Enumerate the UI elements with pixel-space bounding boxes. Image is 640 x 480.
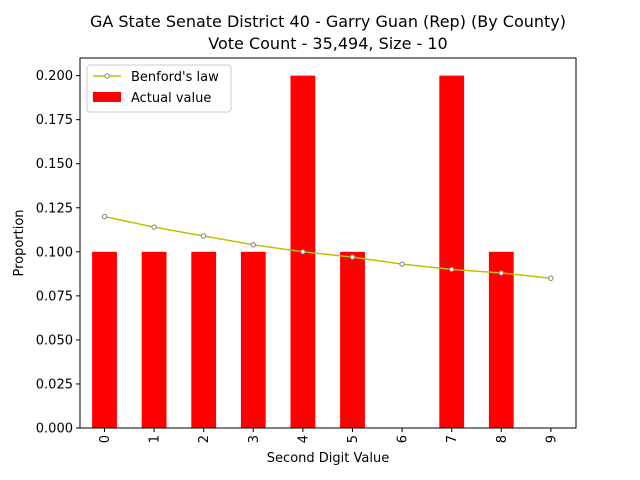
benford-point-1 xyxy=(151,224,157,230)
bar-digit-5 xyxy=(340,251,365,428)
bars-layer xyxy=(92,75,514,428)
y-tick-label: 0.075 xyxy=(36,289,73,304)
legend-label-actual: Actual value xyxy=(131,91,211,106)
x-tick-label: 3 xyxy=(247,435,262,443)
benford-point-5 xyxy=(349,254,356,260)
plot-frame xyxy=(79,57,577,429)
legend-marker-swatch xyxy=(104,73,110,79)
x-tick-label: 6 xyxy=(396,435,411,443)
chart-title-line2: Vote Count - 35,494, Size - 10 xyxy=(208,34,447,53)
y-tick-label: 0.050 xyxy=(36,333,73,348)
legend-box xyxy=(86,64,232,113)
y-tick-label: 0.200 xyxy=(36,69,73,84)
x-tick-label: 9 xyxy=(544,435,559,443)
benford-point-2 xyxy=(201,233,207,239)
x-tick-label: 8 xyxy=(495,435,510,443)
bar-digit-7 xyxy=(439,75,465,428)
x-tick-label: 7 xyxy=(445,435,460,443)
x-tick-label: 0 xyxy=(98,435,113,443)
bar-digit-8 xyxy=(488,251,514,428)
benford-point-7 xyxy=(449,266,455,273)
bar-digit-0 xyxy=(92,251,117,428)
benford-point-0 xyxy=(101,213,108,220)
benford-line-layer xyxy=(101,213,554,281)
bar-digit-3 xyxy=(240,251,266,428)
benford-point-4 xyxy=(300,249,306,255)
bar-digit-2 xyxy=(191,251,217,428)
y-tick-label: 0.125 xyxy=(36,201,73,216)
y-tick-label: 0.175 xyxy=(36,113,73,128)
benford-line xyxy=(104,215,551,279)
x-tick-label: 4 xyxy=(296,435,311,443)
legend: Benford's law Actual value xyxy=(86,64,232,113)
y-axis-ticks: 0.000 0.025 0.050 0.075 0.100 0.125 0.150 0.175… xyxy=(36,69,80,437)
x-axis-label: Second Digit Value xyxy=(267,451,389,466)
y-tick-label: 0.000 xyxy=(36,422,73,437)
y-tick-label: 0.150 xyxy=(36,157,73,172)
benford-point-8 xyxy=(498,270,504,276)
bar-digit-1 xyxy=(141,251,167,428)
y-axis-label: Proportion xyxy=(12,209,27,276)
legend-label-benford: Benford's law xyxy=(131,70,219,85)
legend-bar-swatch xyxy=(93,92,121,102)
benford-point-3 xyxy=(250,242,257,248)
x-tick-label: 1 xyxy=(148,435,163,443)
x-tick-label: 5 xyxy=(346,435,361,443)
y-tick-label: 0.100 xyxy=(36,245,73,260)
y-tick-label: 0.025 xyxy=(36,377,73,392)
x-axis-ticks: 0 1 2 3 4 5 6 7 8 9 xyxy=(98,428,559,443)
benford-point-6 xyxy=(399,261,405,267)
x-tick-label: 2 xyxy=(197,435,212,443)
chart-title-line1: GA State Senate District 40 - Garry Guan… xyxy=(90,12,566,31)
benford-point-9 xyxy=(548,275,554,281)
